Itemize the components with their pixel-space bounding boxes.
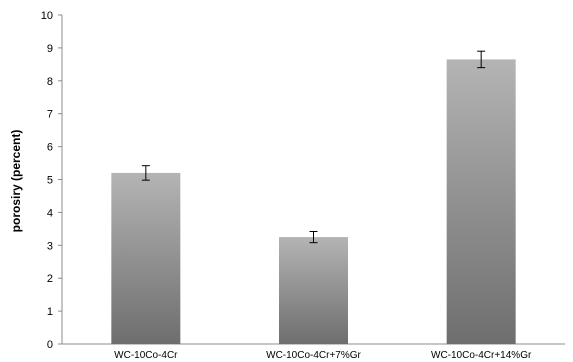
y-tick-label: 0 (47, 339, 53, 351)
y-tick-label: 7 (47, 109, 53, 121)
y-axis-title: porosiry (percent) (9, 130, 23, 233)
y-tick-label: 6 (47, 142, 53, 154)
y-tick-label: 1 (47, 306, 53, 318)
y-tick-label: 10 (41, 10, 53, 22)
x-tick-label: WC-10Co-4Cr+7%Gr (266, 350, 361, 361)
y-tick-label: 2 (47, 273, 53, 285)
bar (279, 237, 348, 344)
bar (446, 59, 516, 344)
y-tick-label: 8 (47, 76, 53, 88)
y-tick-label: 4 (47, 207, 53, 219)
x-tick-label: WC-10Co-4Cr+14%Gr (431, 350, 532, 361)
y-tick-label: 5 (47, 175, 53, 187)
x-tick-label: WC-10Co-4Cr (114, 350, 178, 361)
y-tick-label: 3 (47, 240, 53, 252)
bar (111, 172, 181, 344)
y-tick-label: 9 (47, 43, 53, 55)
